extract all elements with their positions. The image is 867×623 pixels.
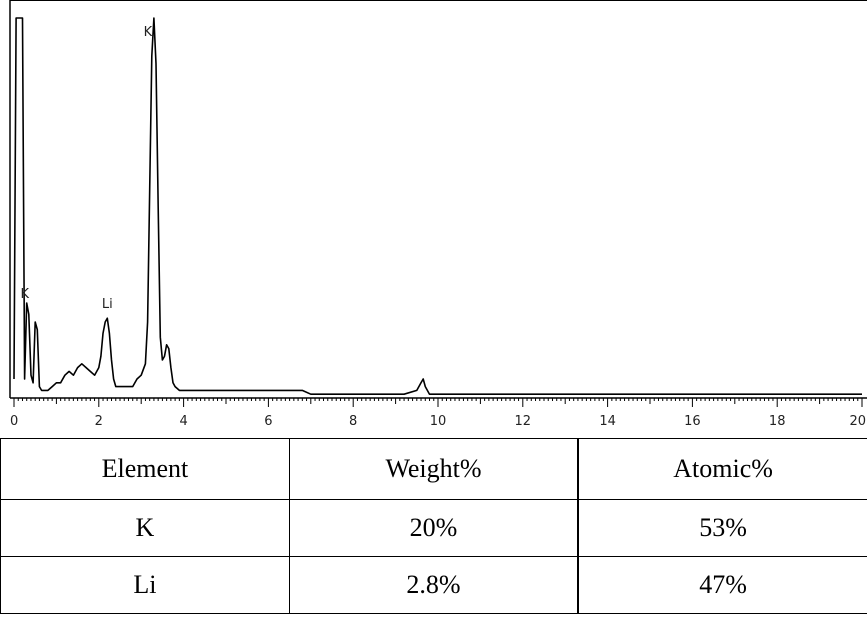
x-tick-label: 2: [95, 414, 103, 429]
plot-frame: [9, 0, 867, 399]
x-tick-label: 18: [769, 414, 786, 429]
x-tick-label: 10: [430, 414, 447, 429]
spectrum-series: [13, 17, 862, 395]
x-tick-label: 4: [179, 414, 187, 429]
table-row: Li 2.8% 47%: [0, 556, 867, 614]
row-k-atomic: 53%: [578, 499, 867, 557]
peak-labels: K Li K: [20, 25, 152, 312]
x-tick-label: 14: [599, 414, 616, 429]
table-header-row: Element Weight% Atomic%: [0, 438, 867, 500]
composition-table: Element Weight% Atomic% K 20% 53% Li 2.8…: [0, 438, 867, 623]
row-k-element: K: [0, 499, 290, 557]
peak-label-li: Li: [102, 297, 113, 312]
row-k-weight: 20%: [289, 499, 580, 557]
x-tick-label: 16: [684, 414, 701, 429]
x-axis-ticks: 0 2 4 6 8 10 12 14 16 18 20: [10, 398, 866, 429]
peak-label-k: K: [144, 25, 153, 40]
header-weight: Weight%: [289, 438, 580, 500]
x-tick-label: 8: [349, 414, 357, 429]
x-tick-label: 12: [515, 414, 532, 429]
x-tick-label: 20: [849, 414, 866, 429]
row-li-weight: 2.8%: [289, 556, 580, 614]
header-element: Element: [0, 438, 290, 500]
row-li-element: Li: [0, 556, 290, 614]
x-tick-label: 6: [264, 414, 272, 429]
spectrum-plot: 0 2 4 6 8 10 12 14 16 18 20 K Li K: [9, 0, 867, 429]
spectrum-line: [13, 17, 862, 395]
table-row: K 20% 53%: [0, 499, 867, 557]
peak-label-k: K: [20, 287, 29, 302]
row-li-atomic: 47%: [578, 556, 867, 614]
eds-spectrum-chart: 0 2 4 6 8 10 12 14 16 18 20 K Li K: [9, 0, 867, 429]
header-atomic: Atomic%: [578, 438, 867, 500]
x-tick-label: 0: [10, 414, 18, 429]
